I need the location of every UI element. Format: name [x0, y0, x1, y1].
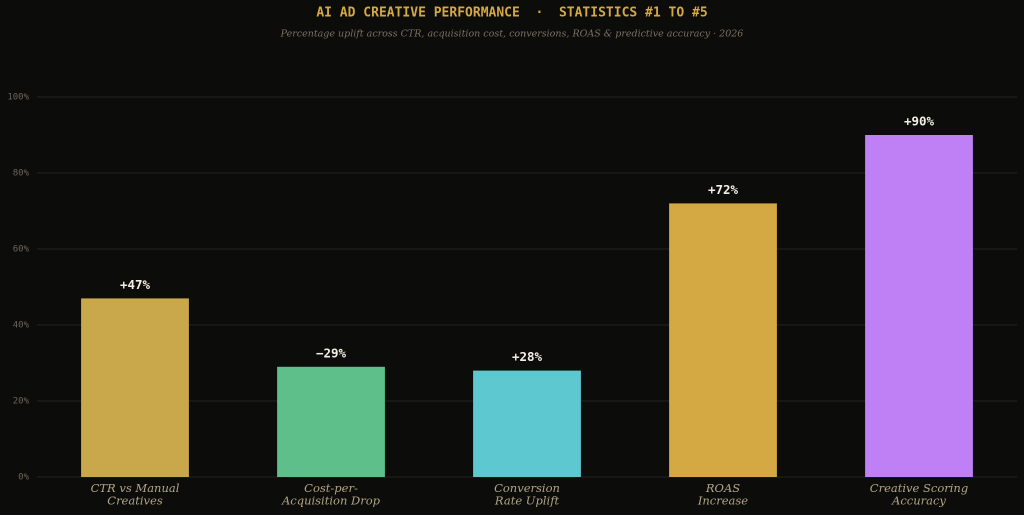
- x-tick-label-line: CTR vs Manual: [91, 481, 180, 495]
- y-tick-label: 60%: [13, 245, 30, 255]
- bar: [277, 366, 385, 477]
- x-tick-label-line: Increase: [697, 494, 748, 508]
- value-label: +90%: [904, 114, 935, 129]
- bar: [81, 298, 189, 477]
- chart-subtitle: Percentage uplift across CTR, acquisitio…: [280, 29, 744, 40]
- y-tick-label: 20%: [13, 397, 30, 407]
- bar: [473, 370, 581, 477]
- x-tick-label-line: Creative Scoring: [870, 481, 968, 495]
- bar: [865, 135, 973, 477]
- x-tick-label: ROAS Increase: [697, 481, 748, 508]
- chart-title: AI AD CREATIVE PERFORMANCE · STATISTICS …: [316, 6, 707, 21]
- y-tick-label: 80%: [13, 169, 30, 179]
- x-tick-label: Creative Scoring Accuracy: [870, 481, 968, 508]
- x-tick-label: CTR vs Manual Creatives: [91, 481, 180, 508]
- bar: [669, 203, 777, 477]
- x-tick-label-line: Creatives: [107, 494, 163, 508]
- y-tick-label: 0%: [18, 473, 29, 483]
- x-tick-label: Conversion Rate Uplift: [494, 481, 560, 508]
- x-tick-label: Cost-per-Acquisition Drop: [281, 481, 381, 508]
- x-tick-label-line: Rate Uplift: [494, 494, 560, 508]
- x-tick-label-line: Accuracy: [891, 494, 946, 508]
- value-label: +47%: [120, 277, 151, 292]
- value-label: −29%: [316, 345, 347, 360]
- x-tick-label-line: ROAS: [705, 481, 740, 495]
- y-tick-label: 100%: [7, 93, 29, 103]
- x-tick-label-line: Cost-per-: [304, 481, 358, 495]
- x-tick-label-line: Acquisition Drop: [281, 494, 381, 508]
- value-label: +28%: [512, 349, 543, 364]
- value-label: +72%: [708, 182, 739, 197]
- y-tick-label: 40%: [13, 321, 30, 331]
- x-tick-label-line: Conversion: [494, 481, 560, 495]
